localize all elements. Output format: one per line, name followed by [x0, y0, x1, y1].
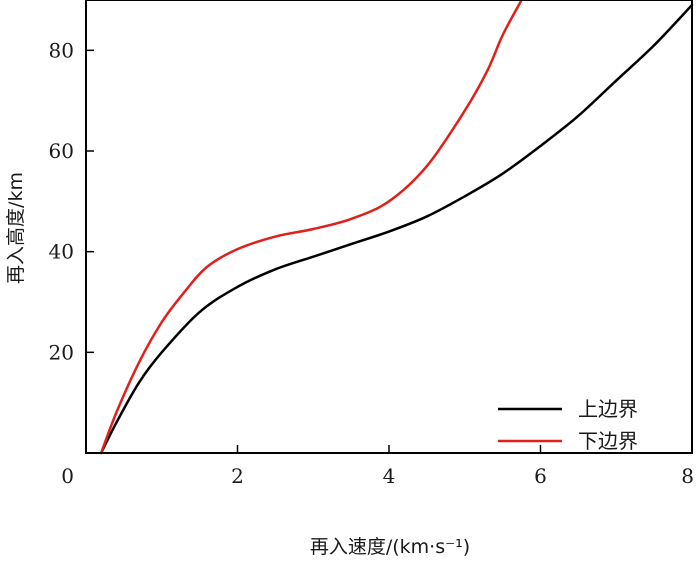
x-tick-label: 0: [61, 464, 74, 488]
y-tick-label: 60: [49, 139, 74, 163]
y-tick-label: 40: [49, 240, 74, 264]
legend-label: 下边界: [578, 429, 638, 453]
y-tick-label: 20: [49, 340, 74, 364]
upper-boundary-line: [99, 3, 694, 455]
x-tick-label: 8: [681, 464, 694, 488]
y-tick-label: 80: [49, 38, 74, 62]
lower-boundary-line: [99, 0, 523, 455]
series-layer: [99, 0, 694, 455]
x-tick-label: 6: [534, 464, 547, 488]
y-axis-title: 再入高度/km: [5, 172, 27, 284]
x-tick-label: 4: [383, 464, 396, 488]
plot-frame: [85, 0, 693, 454]
ticks-layer: [86, 49, 542, 453]
x-axis-title: 再入速度/(km·s⁻¹): [310, 536, 470, 558]
legend-item-lower: 下边界: [498, 429, 638, 453]
legend-label: 上边界: [578, 397, 638, 421]
x-tick-label: 2: [231, 464, 244, 488]
labels-layer: 0 2 4 6 8 20 40 60 80: [49, 38, 694, 488]
legend-item-upper: 上边界: [498, 397, 638, 421]
